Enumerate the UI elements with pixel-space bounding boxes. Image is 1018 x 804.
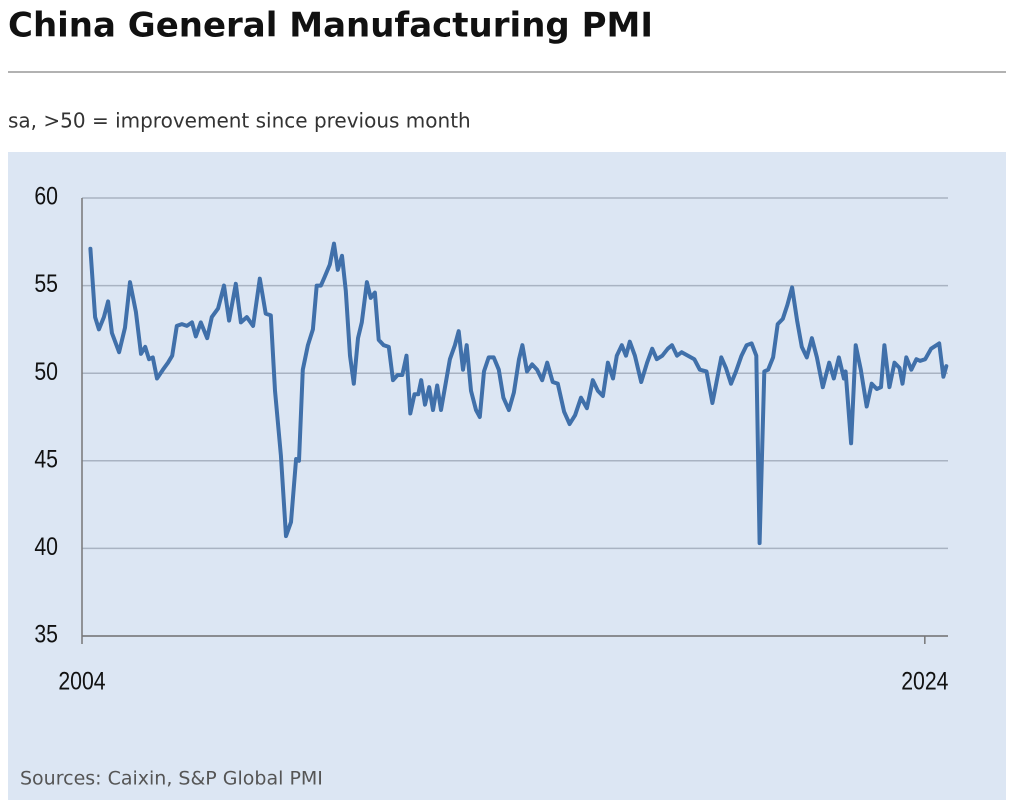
y-tick-label: 45 — [34, 445, 58, 473]
y-tick-label: 50 — [34, 357, 58, 385]
y-tick-label: 55 — [34, 270, 58, 298]
x-tick-label: 2024 — [901, 667, 948, 695]
x-tick-label: 2004 — [58, 667, 105, 695]
y-tick-label: 35 — [34, 620, 58, 648]
chart-subtitle: sa, >50 = improvement since previous mon… — [8, 109, 471, 133]
data-line — [88, 241, 949, 546]
plot-area: 35 40 45 50 55 60 2004 2024 — [34, 182, 948, 695]
y-tick-label: 60 — [34, 182, 58, 210]
plot-panel — [8, 152, 1006, 800]
chart-title: China General Manufacturing PMI — [8, 6, 653, 46]
source-note: Sources: Caixin, S&P Global PMI — [20, 768, 323, 790]
y-tick-label: 40 — [34, 532, 58, 560]
